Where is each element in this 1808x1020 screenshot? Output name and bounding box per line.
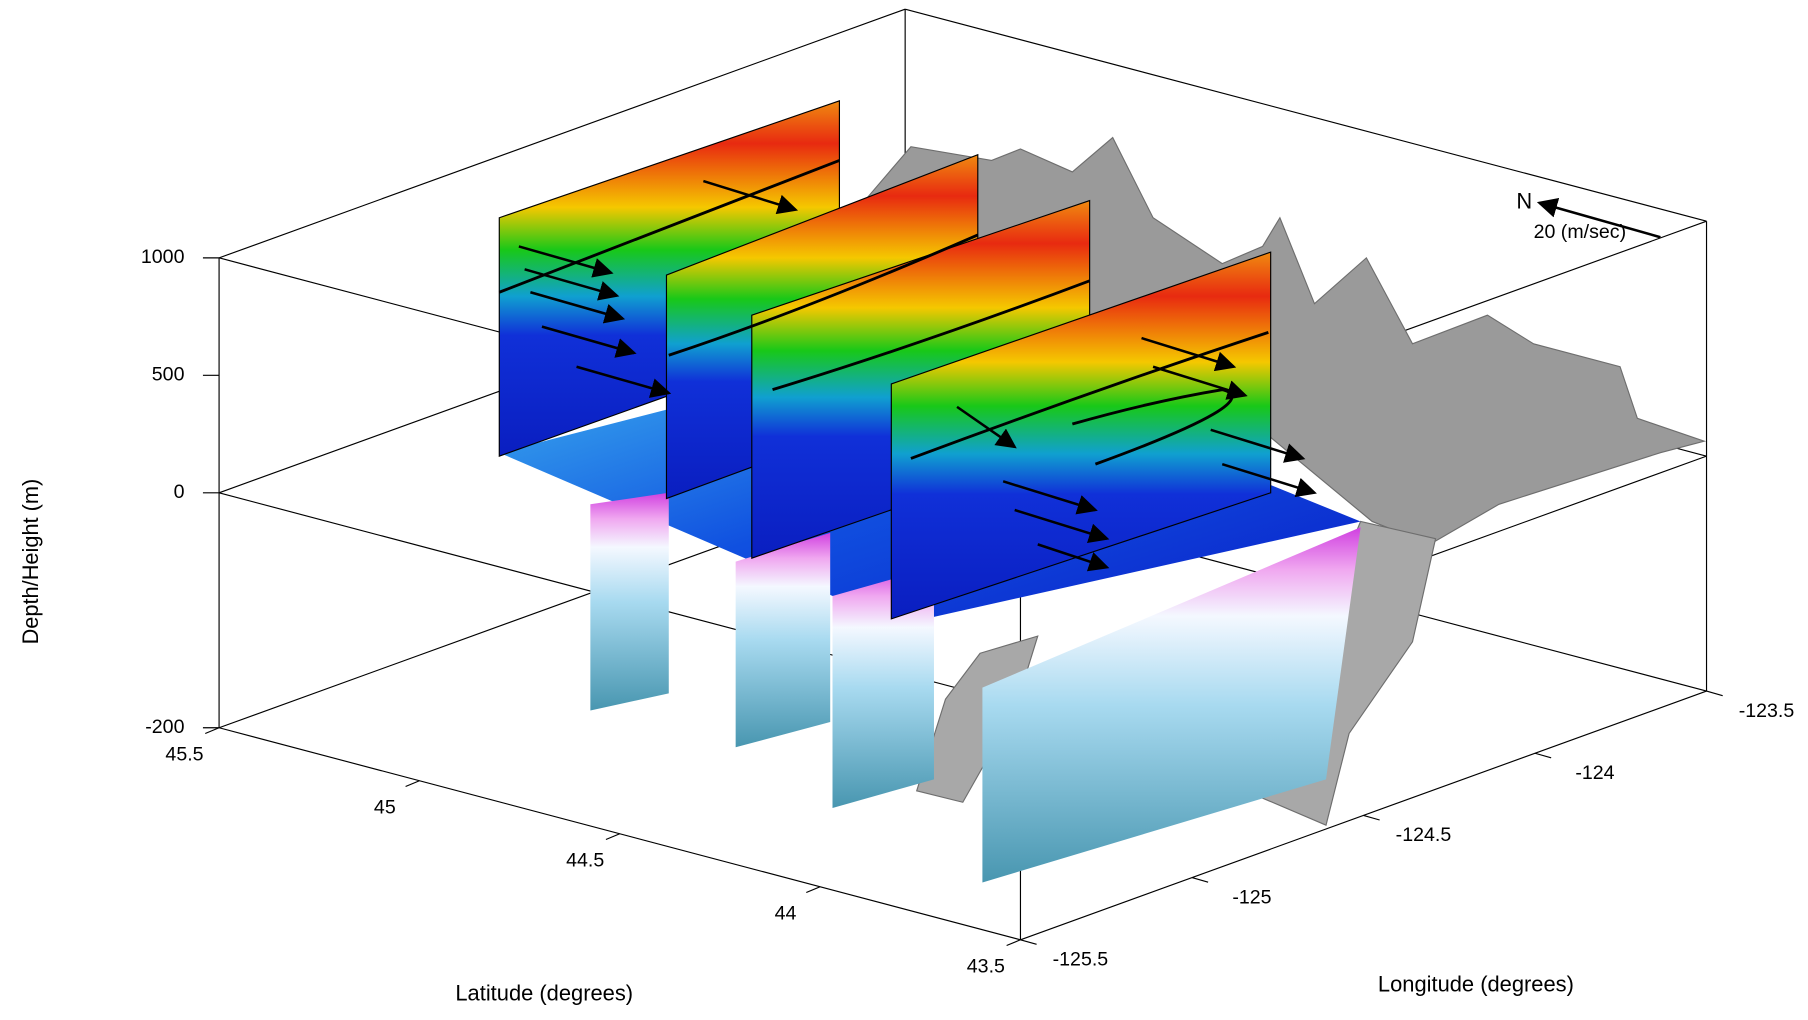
contour <box>772 279 1091 392</box>
x-tick <box>806 886 821 894</box>
ocean-slice <box>832 567 934 808</box>
wind-arrow <box>1037 543 1110 572</box>
wind-arrow <box>1014 508 1110 544</box>
z-tick-label: -200 <box>145 716 184 738</box>
wind-arrow <box>1221 462 1317 498</box>
y-tick-label: -124.5 <box>1396 824 1452 846</box>
y-tick-label: -125.5 <box>1053 949 1109 971</box>
wind-arrow <box>1210 428 1306 463</box>
y-tick-label: -123.5 <box>1739 700 1795 722</box>
ocean-sections <box>499 343 1361 883</box>
north-label: N <box>1516 189 1532 214</box>
wind-arrow <box>576 365 672 398</box>
ocean-slice <box>590 492 669 711</box>
atmos-slice <box>890 251 1272 620</box>
north-arrow <box>1536 198 1661 239</box>
wind-arrow <box>1141 336 1237 372</box>
wind-arrow <box>524 268 620 301</box>
x-tick <box>605 833 620 841</box>
contour <box>910 331 1269 466</box>
wind-arrow <box>1002 480 1098 515</box>
box-edge <box>905 8 1707 222</box>
y-tick <box>1534 752 1552 759</box>
scale-label: 20 (m/sec) <box>1534 221 1627 243</box>
x-tick-label: 45.5 <box>165 743 203 765</box>
wind-arrow <box>1152 365 1248 400</box>
x-tick-label: 44.5 <box>566 849 604 871</box>
contour <box>498 159 840 294</box>
y-tick <box>1363 814 1380 821</box>
y-tick <box>1020 939 1037 945</box>
x-tick-label: 45 <box>374 796 396 818</box>
z-tick-label: 0 <box>174 481 185 503</box>
ocean-slice <box>735 532 831 748</box>
wind-arrow <box>541 325 637 358</box>
z-tick-label: 1000 <box>141 246 185 268</box>
wind-arrow <box>956 405 1017 449</box>
wind-arrow <box>702 179 799 215</box>
box-edge <box>218 8 906 259</box>
y-tick-label: -124 <box>1575 762 1614 784</box>
z-tick-label: 500 <box>152 364 185 386</box>
x-tick-label: 43.5 <box>967 955 1005 977</box>
y-axis-title: Longitude (degrees) <box>1378 971 1574 996</box>
y-tick <box>1191 877 1209 883</box>
x-axis-title: Latitude (degrees) <box>455 981 633 1006</box>
wind-arrow <box>518 245 614 278</box>
contour <box>668 233 979 357</box>
x-tick <box>205 727 220 735</box>
y-tick <box>1706 690 1723 697</box>
x-tick <box>405 780 420 788</box>
wind-vectors <box>518 179 1661 572</box>
atmosphere-sections <box>498 100 1272 620</box>
x-tick-label: 44 <box>775 902 797 924</box>
wind-arrow <box>530 291 626 324</box>
x-tick <box>1006 939 1021 947</box>
z-axis-title: Depth/Height (m) <box>18 479 43 645</box>
ocean-slice <box>982 527 1361 883</box>
y-tick-label: -125 <box>1232 886 1271 908</box>
